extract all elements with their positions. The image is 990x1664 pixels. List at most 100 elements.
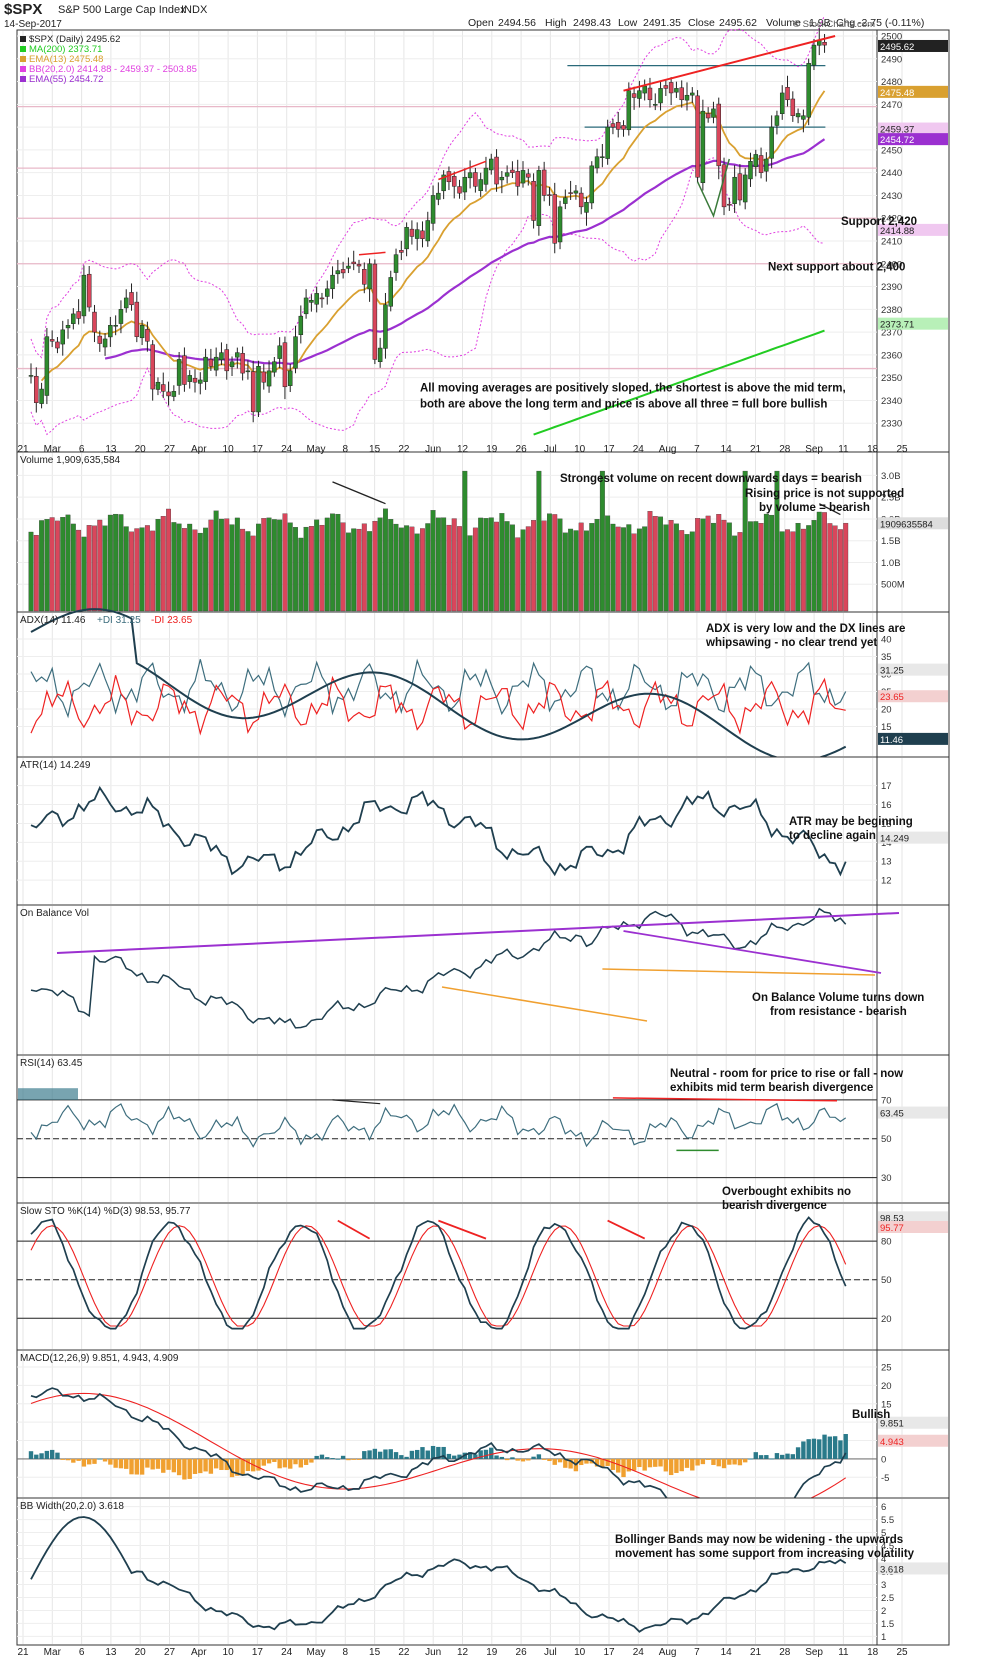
candle — [208, 359, 214, 367]
candle — [515, 171, 520, 187]
candle — [250, 371, 256, 413]
x-tick-label: 15 — [369, 444, 381, 455]
macd-histogram-bar — [182, 1458, 187, 1480]
volume-bar — [499, 513, 505, 612]
macd-histogram-bar — [674, 1458, 679, 1473]
volume-bar — [689, 531, 695, 612]
minus-di-line — [30, 675, 846, 736]
volume-bar — [404, 525, 410, 612]
x-tick-label: Jun — [425, 1647, 441, 1658]
volume-bar — [65, 514, 71, 612]
candle — [150, 344, 155, 390]
candle — [261, 371, 267, 383]
value-tag: 98.53 — [880, 1213, 904, 1224]
candle — [716, 103, 721, 167]
candle — [494, 156, 499, 185]
volume-bar — [636, 528, 642, 612]
candle — [489, 158, 494, 171]
macd-histogram-bar — [430, 1445, 436, 1459]
macd-histogram-bar — [578, 1458, 584, 1466]
candle — [822, 41, 827, 46]
resistance-trendline — [623, 35, 836, 92]
candle — [44, 336, 50, 396]
y-tick-label: 35 — [881, 652, 892, 663]
macd-histogram-bar — [446, 1453, 452, 1459]
volume-bar — [240, 528, 246, 612]
volume-bar — [213, 510, 219, 612]
candle — [436, 192, 441, 200]
volume-bar — [398, 527, 404, 612]
x-tick-label: Mar — [44, 444, 62, 455]
macd-histogram-bar — [536, 1454, 542, 1459]
candle — [483, 167, 489, 185]
x-tick-label: 13 — [105, 1647, 117, 1658]
volume-bar — [224, 518, 230, 612]
legend-entry: $SPX (Daily) 2495.62 — [29, 34, 120, 45]
y-tick-label: 2 — [881, 1606, 886, 1617]
macd-histogram-bar — [176, 1458, 182, 1476]
candle — [346, 265, 351, 269]
macd-histogram-bar — [774, 1453, 780, 1459]
macd-histogram-bar — [801, 1441, 806, 1459]
macd-histogram-bar — [139, 1458, 145, 1475]
macd-histogram-bar — [515, 1458, 520, 1461]
macd-histogram-bar — [325, 1457, 330, 1459]
open-label: Open — [468, 17, 494, 29]
macd-histogram-bar — [39, 1453, 44, 1459]
macd-histogram-bar — [377, 1451, 383, 1459]
volume-bar — [753, 521, 759, 612]
volume-bar — [377, 517, 383, 612]
x-tick-label: Jul — [544, 1647, 557, 1658]
volume-bar — [234, 517, 240, 612]
volume-bar — [785, 529, 790, 612]
x-tick-label: 19 — [486, 444, 498, 455]
candle — [139, 325, 145, 339]
y-tick-label: -5 — [881, 1473, 889, 1484]
macd-histogram-bar — [314, 1455, 319, 1459]
volume-bar — [684, 534, 690, 612]
volume-bar — [594, 519, 600, 612]
volume-bar — [250, 535, 256, 612]
annotation: Strongest volume on recent downwards day… — [560, 473, 862, 485]
macd-histogram-bar — [552, 1458, 557, 1465]
macd-histogram-bar — [658, 1458, 663, 1467]
macd-histogram-bar — [335, 1458, 341, 1460]
candle — [451, 176, 457, 187]
candle — [108, 325, 113, 338]
candle — [615, 122, 621, 130]
volume-bar — [509, 524, 515, 612]
macd-histogram-bar — [240, 1458, 245, 1475]
copyright: © StockCharts.com — [793, 19, 875, 30]
volume-bar — [832, 525, 838, 612]
x-tick-label: 12 — [457, 1647, 469, 1658]
volume-bar — [266, 517, 272, 612]
y-tick-label: 2360 — [881, 350, 902, 361]
candle — [536, 170, 542, 226]
volume-bar — [457, 526, 462, 612]
symbol-name: S&P 500 Large Cap Index — [58, 4, 186, 16]
candle — [314, 293, 319, 305]
macd-histogram-bar — [584, 1458, 589, 1464]
annotation: bearish divergence — [722, 1200, 827, 1212]
x-tick-label: 25 — [896, 444, 908, 455]
y-tick-label: 12 — [881, 876, 892, 887]
value-tag-bg — [878, 732, 948, 745]
volume-bar — [599, 470, 605, 612]
macd-histogram-bar — [610, 1458, 616, 1470]
macd-histogram-bar — [309, 1458, 314, 1463]
rsi-panel: 30 50 70 RSI(14) 63.45 63.45 Neutral - room f… — [16, 1054, 950, 1204]
candle — [795, 113, 801, 118]
annotation: ATR may be beginning — [789, 816, 913, 828]
candle — [28, 375, 34, 377]
candle — [298, 315, 304, 335]
volume-bar — [478, 517, 484, 612]
value-tag-bg — [878, 1106, 948, 1119]
candle — [65, 325, 71, 329]
volume-bar — [769, 514, 775, 612]
annotation: from resistance - bearish — [770, 1006, 907, 1018]
macd-histogram-bar — [679, 1458, 684, 1472]
macd-histogram-bar — [404, 1456, 409, 1459]
volume-bar — [86, 525, 92, 612]
annotation: Rising price is not supported — [745, 488, 904, 500]
macd-histogram-bar — [356, 1458, 362, 1460]
